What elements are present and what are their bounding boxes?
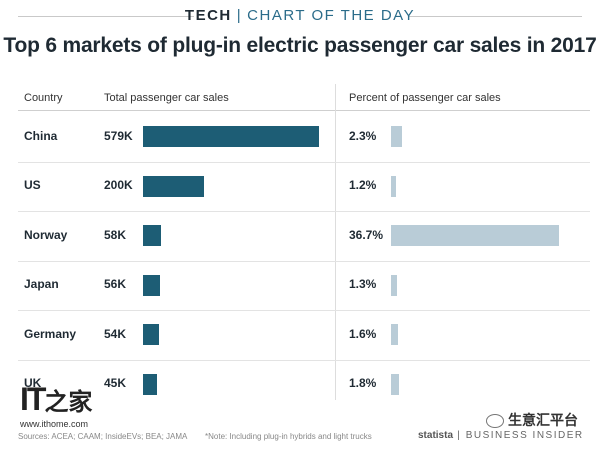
sales-value-label: 200K: [104, 178, 133, 192]
sales-bar: [143, 126, 319, 147]
wechat-icon: [486, 414, 504, 429]
wechat-watermark: 生意汇平台: [486, 410, 578, 430]
sales-bar: [143, 176, 204, 197]
percent-value-label: 1.6%: [349, 327, 377, 341]
row-separator: [18, 211, 590, 212]
sales-value-label: 579K: [104, 129, 133, 143]
sales-value-label: 58K: [104, 228, 127, 242]
percent-bar: [391, 324, 399, 345]
row-separator: [18, 162, 590, 163]
sales-bar: [143, 374, 157, 395]
percent-bar: [391, 374, 400, 395]
footer-sources: Sources: ACEA; CAAM; InsideEVs; BEA; JAM…: [18, 432, 188, 441]
row-separator: [18, 310, 590, 311]
row-separator: [18, 360, 590, 361]
sales-bar: [143, 324, 160, 345]
sales-bar: [143, 275, 161, 296]
percent-bar: [391, 126, 402, 147]
country-label: UK: [24, 376, 42, 390]
header-rule: [18, 110, 590, 111]
header-country: Country: [24, 92, 63, 104]
watermark-logo-latin: IT: [20, 381, 46, 417]
percent-bar: [391, 225, 559, 246]
banner-label: TECH | CHART OF THE DAY: [0, 6, 600, 26]
watermark-logo-cn: 之家: [44, 389, 93, 416]
banner-rule-right: [408, 16, 582, 17]
sales-value-label: 45K: [104, 376, 127, 390]
percent-value-label: 1.8%: [349, 376, 377, 390]
country-label: China: [24, 129, 58, 143]
banner-chart-of-the-day: CHART OF THE DAY: [247, 7, 416, 24]
country-label: Norway: [24, 228, 68, 242]
percent-value-label: 36.7%: [349, 228, 384, 242]
business-insider-logo: BUSINESS INSIDER: [465, 430, 584, 441]
header-total-sales: Total passenger car sales: [104, 92, 229, 104]
country-label: US: [24, 178, 41, 192]
banner-separator: |: [236, 7, 243, 24]
sales-value-label: 56K: [104, 277, 127, 291]
ithome-watermark: IT之家 www.ithome.com: [20, 382, 92, 429]
percent-value-label: 1.2%: [349, 178, 377, 192]
country-label: Japan: [24, 277, 59, 291]
banner-tech: TECH: [184, 7, 232, 24]
country-label: Germany: [24, 327, 77, 341]
statista-logo: statista: [418, 430, 454, 441]
banner-rule-left: [18, 16, 194, 17]
sales-value-label: 54K: [104, 327, 127, 341]
percent-bar: [391, 275, 397, 296]
footer-note: *Note: Including plug-in hybrids and lig…: [205, 432, 372, 441]
chart-title: Top 6 markets of plug-in electric passen…: [3, 34, 597, 57]
wechat-label: 生意汇平台: [508, 412, 578, 428]
watermark-url: www.ithome.com: [20, 419, 89, 429]
chart-banner: TECH | CHART OF THE DAY: [0, 6, 600, 26]
header-percent-sales: Percent of passenger car sales: [349, 92, 501, 104]
percent-bar: [391, 176, 397, 197]
brand-separator: |: [457, 430, 466, 441]
footer-brand: statista | BUSINESS INSIDER: [418, 430, 584, 441]
row-separator: [18, 261, 590, 262]
column-divider: [335, 84, 336, 400]
percent-value-label: 1.3%: [349, 277, 377, 291]
sales-bar: [143, 225, 161, 246]
percent-value-label: 2.3%: [349, 129, 377, 143]
